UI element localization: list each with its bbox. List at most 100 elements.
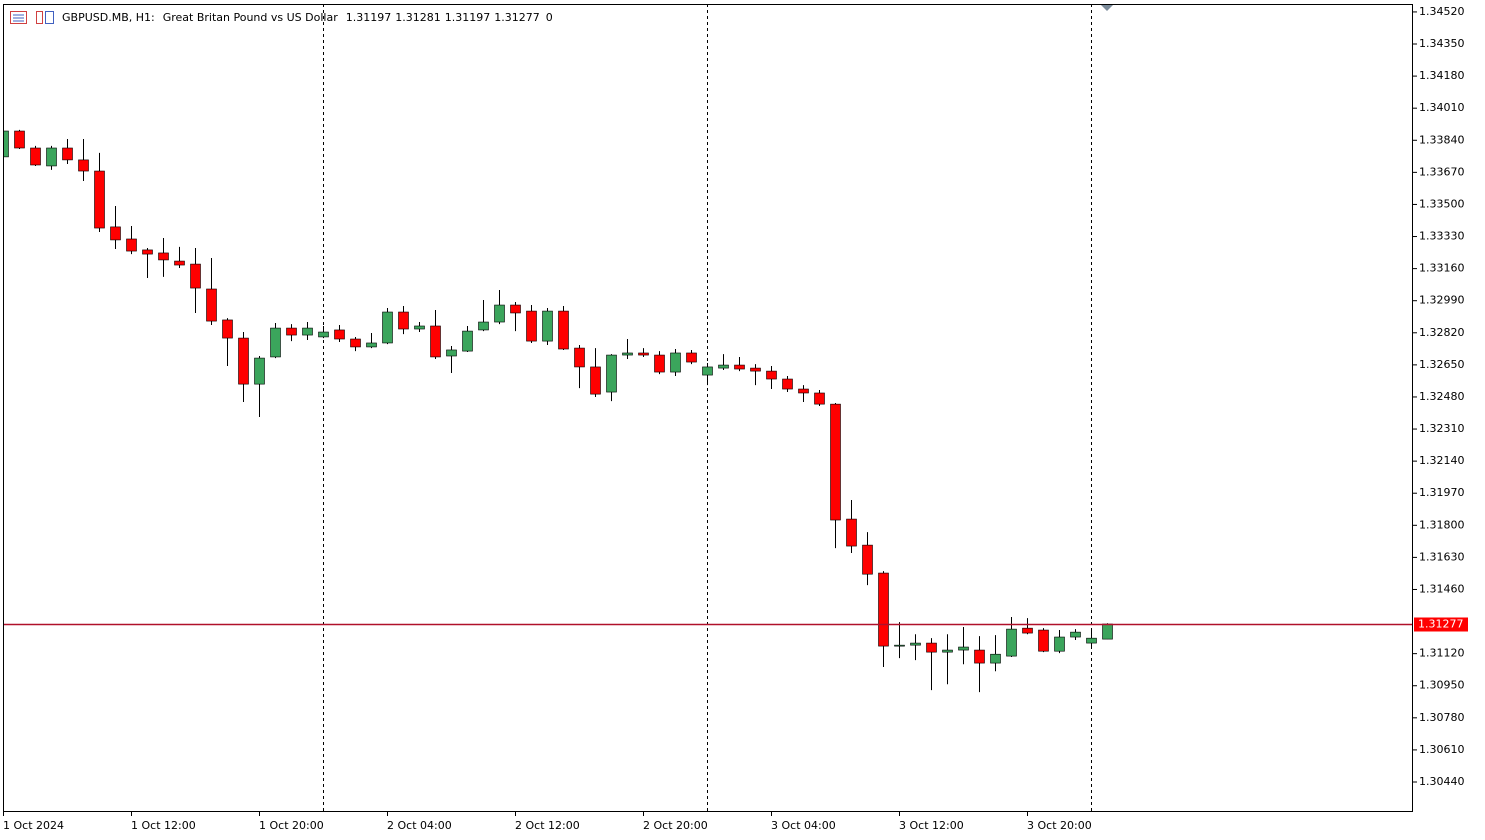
candle-body [702,366,713,376]
candle-body [318,331,329,338]
candle-body [302,327,313,336]
candle-body [862,544,873,575]
y-tick-label: 1.30950 [1419,679,1465,692]
candle-body [238,337,249,385]
candle-body [606,354,617,393]
y-tick-label: 1.32990 [1419,294,1465,307]
candle-body [430,325,441,358]
candle-body [910,642,921,646]
candle-body [1086,637,1097,644]
y-tick-label: 1.32480 [1419,390,1465,403]
y-tick-label: 1.33160 [1419,262,1465,275]
open-price: 1.31197 [346,11,392,24]
candle-body [158,252,169,261]
candle-body [1102,623,1113,640]
candle-body [270,327,281,358]
candle-body [510,304,521,314]
candle-body [574,347,585,368]
candle-body [4,130,9,158]
candle-body [958,646,969,651]
candle-body [30,147,41,166]
y-tick-label: 1.30440 [1419,775,1465,788]
candle-body [846,518,857,547]
candle-body [686,352,697,363]
candle-body [398,311,409,330]
candle-body [942,649,953,653]
candle-body [222,319,233,339]
candle-body [254,357,265,385]
y-tick-label: 1.32140 [1419,454,1465,467]
candle-body [1070,631,1081,638]
close-price: 1.31277 [494,11,540,24]
x-tick-label: 3 Oct 20:00 [1027,819,1092,832]
candle-body [206,288,217,322]
description: Great Britan Pound vs US Dollar [163,11,338,24]
y-tick-label: 1.32310 [1419,422,1465,435]
y-tick-label: 1.31120 [1419,647,1465,660]
candle-body [478,321,489,331]
y-tick-label: 1.32650 [1419,358,1465,371]
candle-body [750,367,761,372]
candle-body [830,403,841,521]
candle-body [638,352,649,356]
candle-body [350,338,361,348]
x-tick-label: 2 Oct 04:00 [387,819,452,832]
x-tick-label: 1 Oct 12:00 [131,819,196,832]
candle-body [878,572,889,647]
candle-body [894,644,905,647]
candle-body [126,238,137,252]
candle-body [78,159,89,172]
price-label: 1.31277 [1418,618,1464,631]
candle-body [142,249,153,255]
y-tick-label: 1.33840 [1419,133,1465,146]
y-tick-label: 1.32820 [1419,326,1465,339]
high-price: 1.31281 [395,11,441,24]
y-tick-label: 1.33500 [1419,197,1465,210]
y-tick-label: 1.31970 [1419,486,1465,499]
x-tick-label: 2 Oct 12:00 [515,819,580,832]
candle-body [990,653,1001,664]
y-tick-label: 1.34350 [1419,37,1465,50]
candle-body [94,170,105,229]
candle-body [1038,629,1049,652]
y-tick-label: 1.33670 [1419,165,1465,178]
y-tick-label: 1.34180 [1419,69,1465,82]
candle-body [14,130,25,149]
y-tick-label: 1.30780 [1419,711,1465,724]
y-tick-label: 1.30610 [1419,743,1465,756]
candle-body [766,370,777,380]
y-tick-label: 1.33330 [1419,230,1465,243]
candle-body [1022,627,1033,634]
candle-body [414,325,425,330]
header-icons [10,11,54,24]
candle-body [366,342,377,348]
candle-body [654,354,665,373]
candle-body [382,311,393,344]
candle-body [46,147,57,167]
candle-body [558,310,569,350]
candle-body [974,649,985,664]
candle-body [286,327,297,336]
x-tick-label: 1 Oct 20:00 [259,819,324,832]
y-tick-label: 1.31800 [1419,518,1465,531]
candle-body [734,364,745,370]
candle-body [1054,636,1065,652]
candle-body [622,352,633,356]
low-price: 1.31197 [445,11,491,24]
candle-body [718,364,729,369]
candle-body [462,330,473,352]
candle-body [926,642,937,653]
candle-body [174,260,185,266]
symbol: GBPUSD.MB, H1: [62,11,155,24]
candle-body [798,388,809,394]
chart-header: GBPUSD.MB, H1: Great Britan Pound vs US D… [62,11,553,24]
y-tick-label: 1.31630 [1419,550,1465,563]
price-label-bg [1414,617,1468,632]
y-tick-label: 1.34520 [1419,5,1465,18]
x-tick-label: 2 Oct 20:00 [643,819,708,832]
x-tick-label: 3 Oct 04:00 [771,819,836,832]
candle-body [494,304,505,323]
candle-body [782,378,793,390]
